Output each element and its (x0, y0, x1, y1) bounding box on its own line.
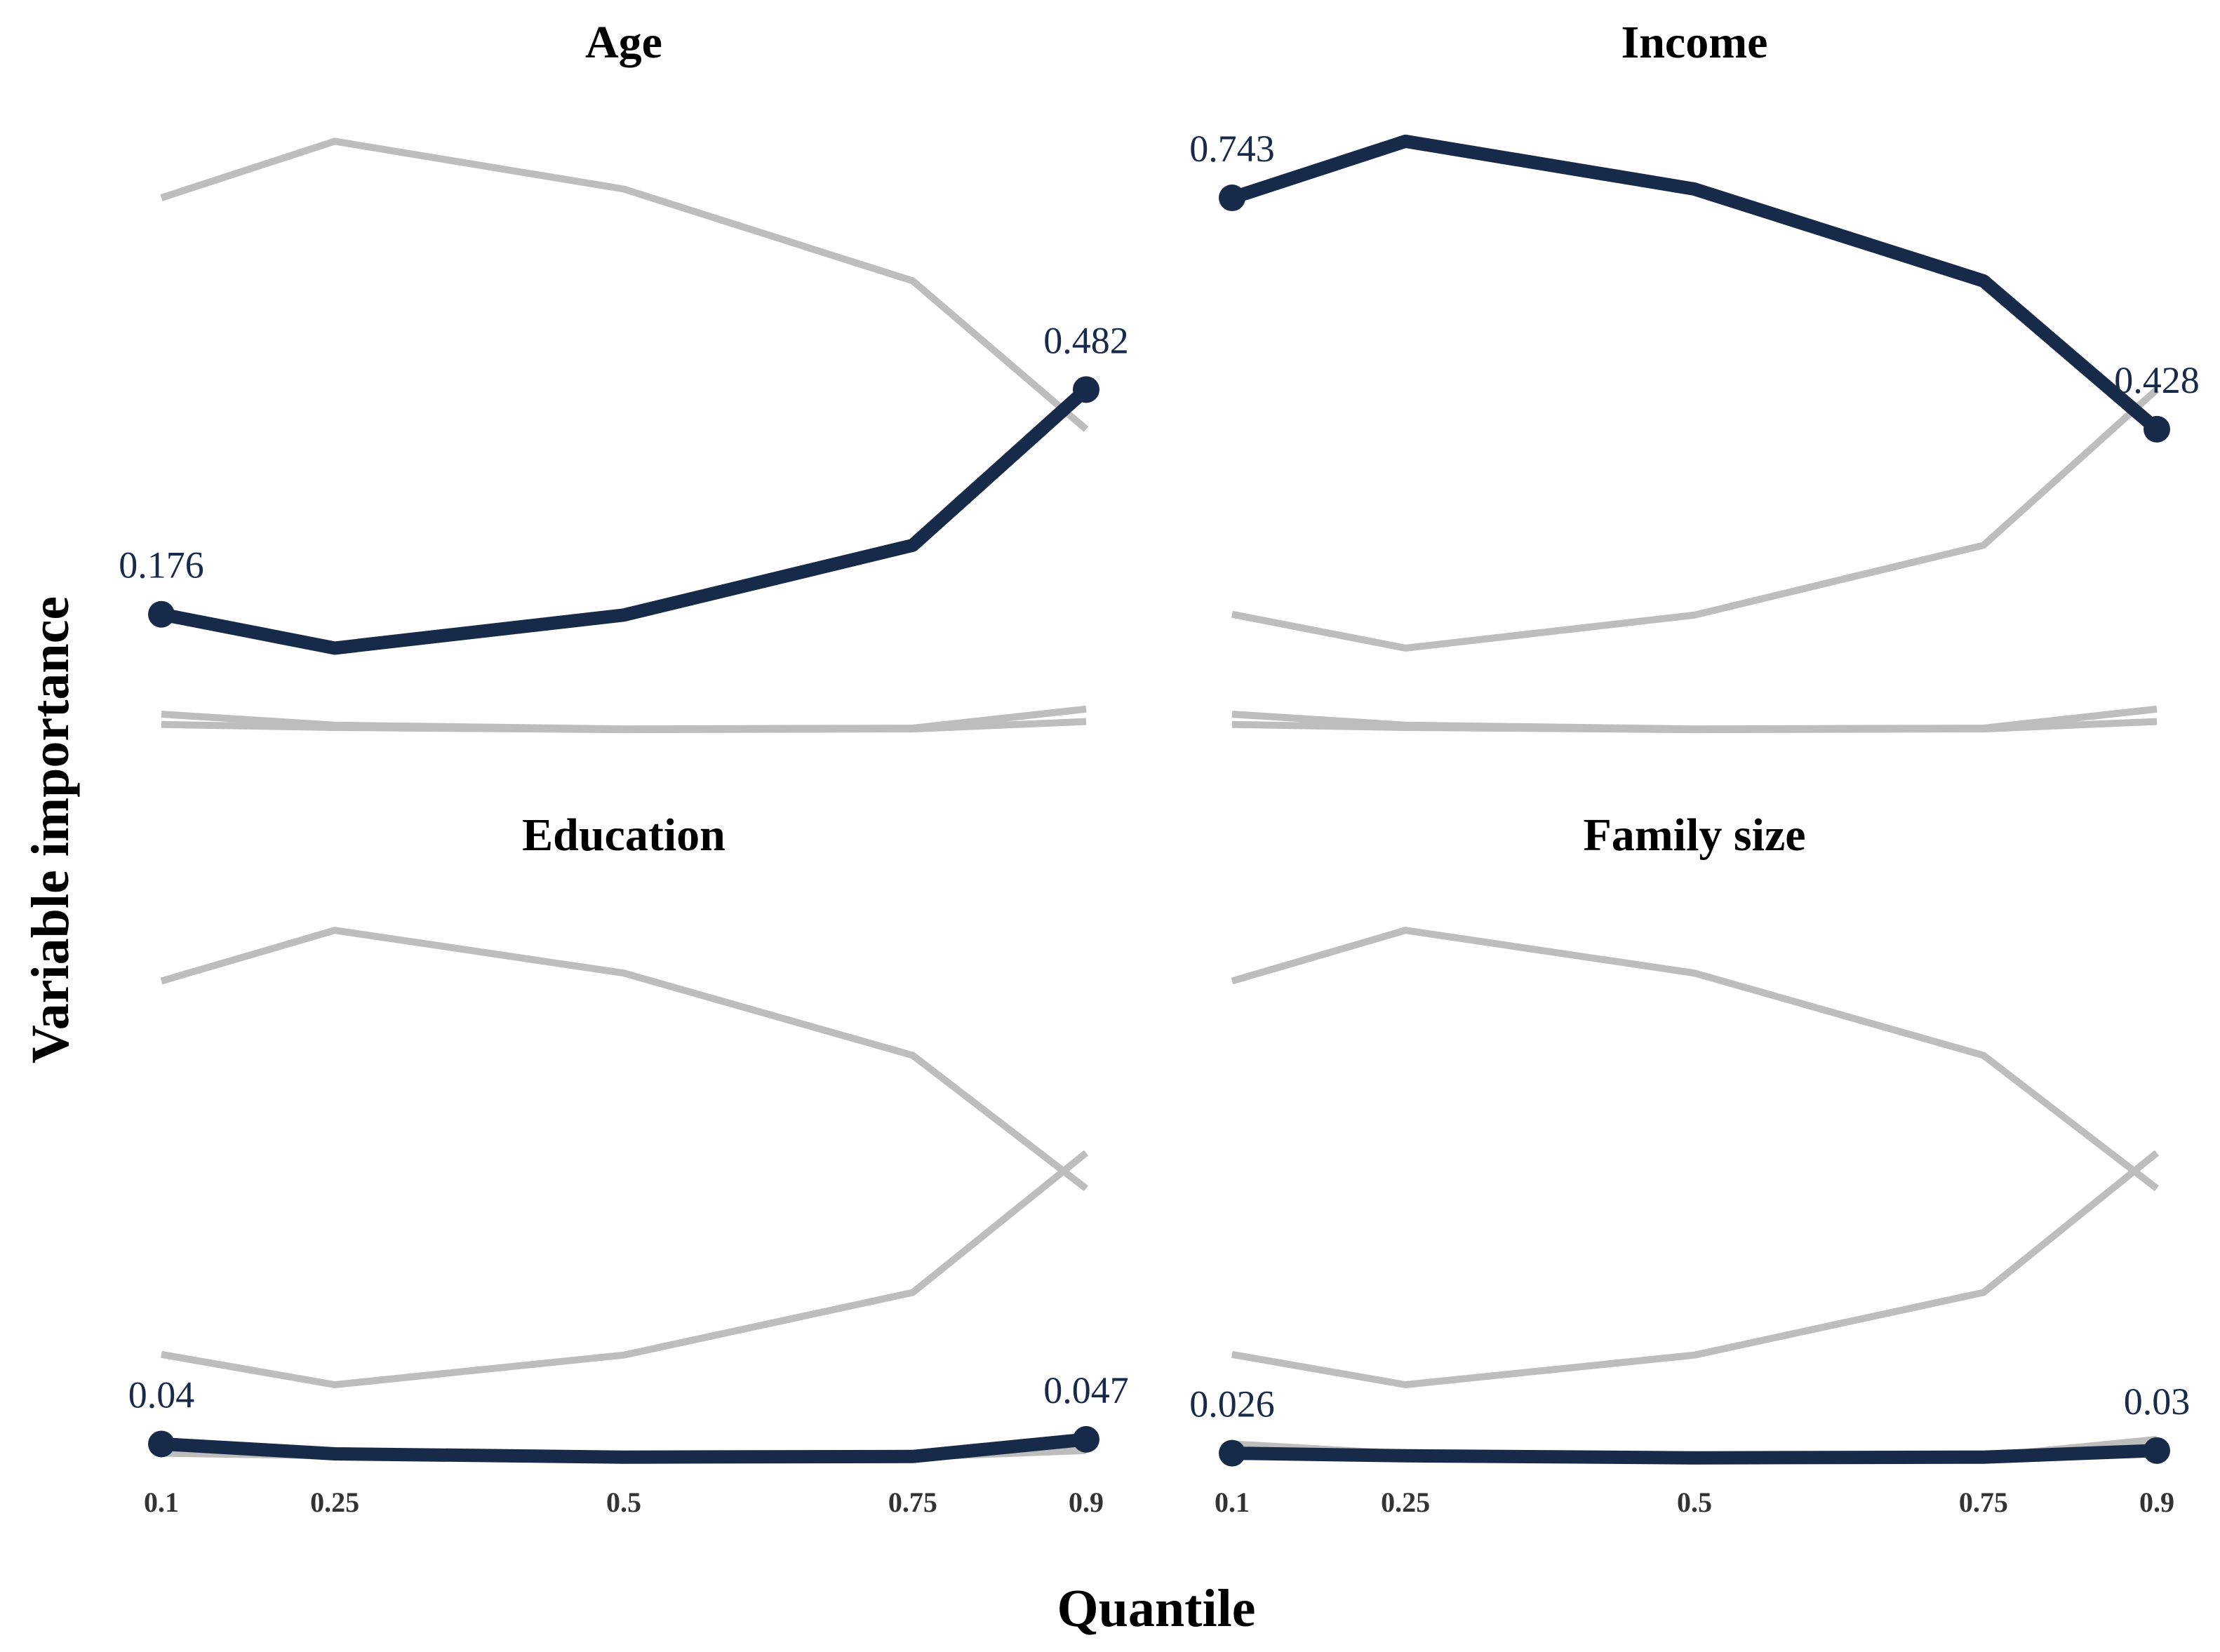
panel-family-size-title: Family size (1583, 810, 1805, 861)
panel-age-start-point (148, 600, 175, 628)
panel-family-size-context-line-age (1231, 1150, 2160, 1388)
y-axis-title: Variable importance (21, 596, 80, 1063)
panel-age-highlight-line (154, 382, 1093, 655)
panel-family-size-end-point (2144, 1437, 2170, 1464)
panel-education-x-tick-label: 0.5 (606, 1486, 641, 1518)
panels: Age 0.176 0.482 Income 0.743 0.428 Education 0.… (119, 17, 2200, 1518)
panel-age: Age 0.176 0.482 (119, 17, 1129, 734)
panel-family-size-x-tick-label: 0.25 (1381, 1486, 1430, 1518)
panel-education-x-tick-label: 0.9 (1069, 1486, 1104, 1518)
panel-family-size-start-point (1219, 1439, 1245, 1467)
panel-income-start-point (1219, 184, 1245, 212)
panel-family-size-start-label: 0.026 (1189, 1383, 1275, 1425)
panel-income-end-point (2144, 415, 2170, 443)
panel-family-size-x-tick-label: 0.75 (1959, 1486, 2008, 1518)
panel-income-end-label: 0.428 (2114, 359, 2200, 401)
panel-family-size-context-line-income (1231, 927, 2160, 1192)
panel-income-start-label: 0.743 (1189, 128, 1275, 170)
panel-education-start-label: 0.04 (128, 1374, 195, 1416)
panel-education-start-point (148, 1430, 175, 1458)
panel-education-x-tick-label: 0.1 (144, 1486, 179, 1518)
panel-education: Education 0.04 0.047 0.1 0.25 0.5 0.75 0.9 (128, 810, 1129, 1518)
panel-family-size-x-tick-label: 0.5 (1677, 1486, 1712, 1518)
panel-income-highlight-line (1225, 134, 2164, 436)
panel-family-size: Family size 0.026 0.03 0.1 0.25 0.5 0.75 0.9 (1189, 810, 2190, 1518)
panel-education-end-label: 0.047 (1043, 1369, 1129, 1411)
x-axis-title: Quantile (1057, 1579, 1256, 1638)
panel-income: Income 0.743 0.428 (1189, 17, 2200, 734)
panel-education-highlight-line (154, 1432, 1093, 1464)
panel-age-context-line-family-size (161, 718, 1087, 734)
panel-income-context-line-age (1231, 387, 2160, 652)
panel-family-size-x-tick-label: 0.9 (2139, 1486, 2174, 1518)
panel-education-x-tick-label: 0.75 (888, 1486, 937, 1518)
panel-age-start-label: 0.176 (119, 544, 204, 586)
panel-education-context-line-income (160, 927, 1089, 1192)
panel-family-size-end-label: 0.03 (2124, 1381, 2191, 1423)
panel-age-end-point (1073, 376, 1099, 403)
panel-age-context-line-income (160, 137, 1089, 432)
panel-income-context-line-family-size (1231, 718, 2158, 734)
panel-age-title: Age (585, 17, 662, 68)
panel-education-context-line-age (161, 1150, 1089, 1388)
panel-family-size-x-tick-label: 0.1 (1215, 1486, 1250, 1518)
panel-age-end-label: 0.482 (1043, 319, 1129, 361)
panel-education-x-tick-label: 0.25 (310, 1486, 359, 1518)
panel-education-end-point (1073, 1425, 1099, 1453)
panel-family-size-highlight-line (1225, 1444, 2164, 1465)
panel-income-title: Income (1621, 17, 1768, 68)
panel-education-title: Education (522, 810, 725, 861)
